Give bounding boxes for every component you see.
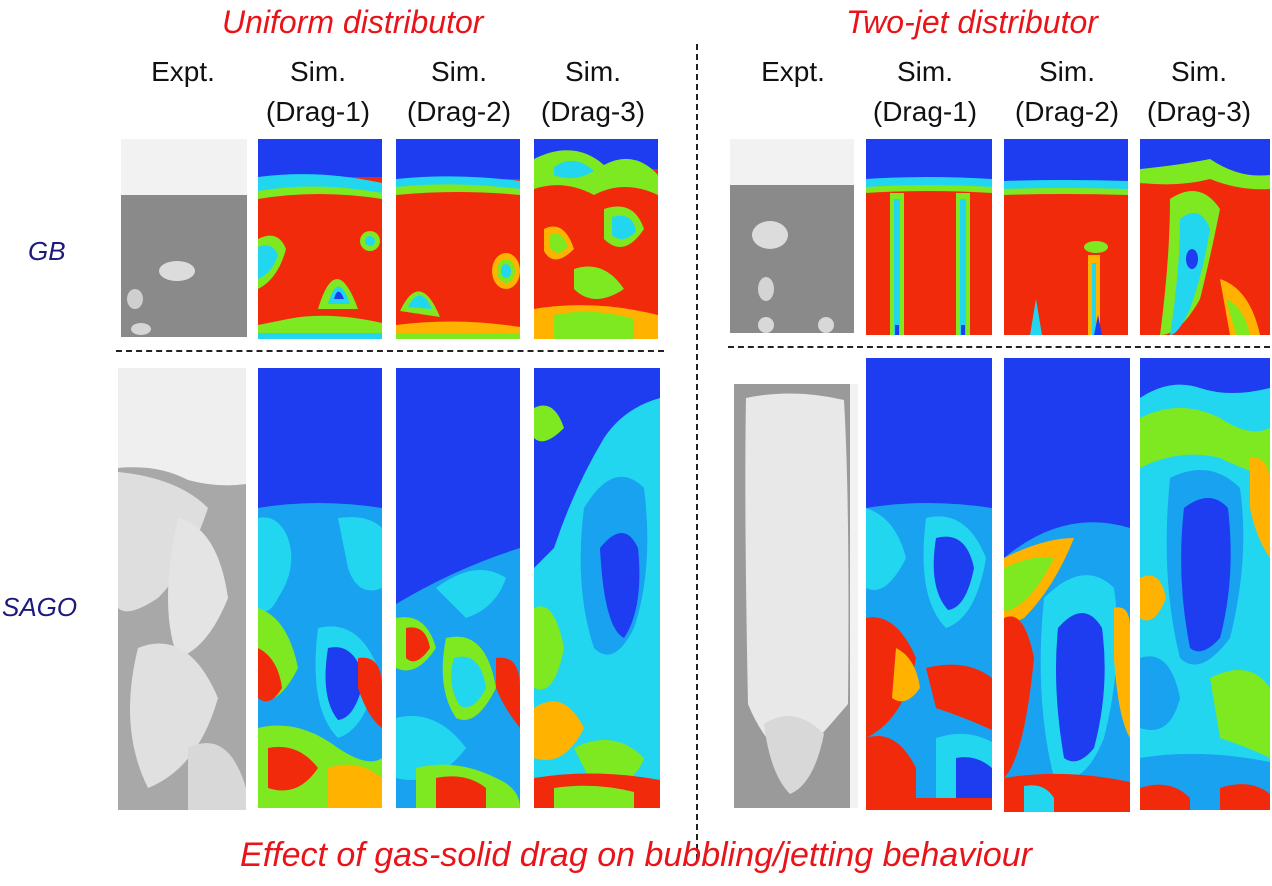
group-separator-vertical: [696, 44, 698, 860]
uniform-col-drag1-header: Sim. (Drag-1): [265, 56, 371, 127]
sago-uniform-drag2-contour: [396, 368, 520, 808]
sago-twojet-expt-photo: [734, 384, 858, 808]
uniform-col-expt-header: Expt.: [151, 56, 215, 87]
figure-caption: Effect of gas-solid drag on bubbling/jet…: [240, 836, 1032, 874]
gb-twojet-expt-photo: [730, 139, 854, 333]
sago-twojet-drag2-contour: [1004, 358, 1130, 812]
uniform-distributor-title: Uniform distributor: [222, 4, 484, 40]
two-jet-distributor-title: Two-jet distributor: [846, 4, 1098, 40]
gb-twojet-drag2-contour: [1004, 139, 1128, 335]
gb-uniform-expt-photo: [121, 139, 247, 337]
twojet-row-separator: [728, 346, 1270, 348]
uniform-col-drag3-header: Sim. (Drag-3): [540, 56, 646, 127]
sago-twojet-drag1-contour: [866, 358, 992, 810]
twojet-col-expt-header: Expt.: [761, 56, 825, 87]
twojet-col-drag1-header: Sim. (Drag-1): [872, 56, 978, 127]
twojet-col-drag3-header: Sim. (Drag-3): [1146, 56, 1252, 127]
gb-twojet-drag1-contour: [866, 139, 992, 335]
gb-uniform-drag3-contour: [534, 139, 658, 339]
uniform-row-separator: [116, 350, 664, 352]
sago-uniform-drag1-contour: [258, 368, 382, 808]
row-label-gb: GB: [28, 236, 66, 266]
sago-uniform-drag3-contour: [534, 368, 660, 808]
row-label-sago: SAGO: [2, 592, 78, 622]
gb-uniform-drag2-contour: [396, 139, 520, 339]
gb-uniform-drag1-contour: [258, 139, 382, 339]
sago-twojet-drag3-contour: [1140, 358, 1270, 810]
uniform-col-drag2-header: Sim. (Drag-2): [406, 56, 512, 127]
twojet-col-drag2-header: Sim. (Drag-2): [1014, 56, 1120, 127]
gb-twojet-drag3-contour: [1140, 139, 1270, 335]
sago-uniform-expt-photo: [118, 368, 246, 810]
